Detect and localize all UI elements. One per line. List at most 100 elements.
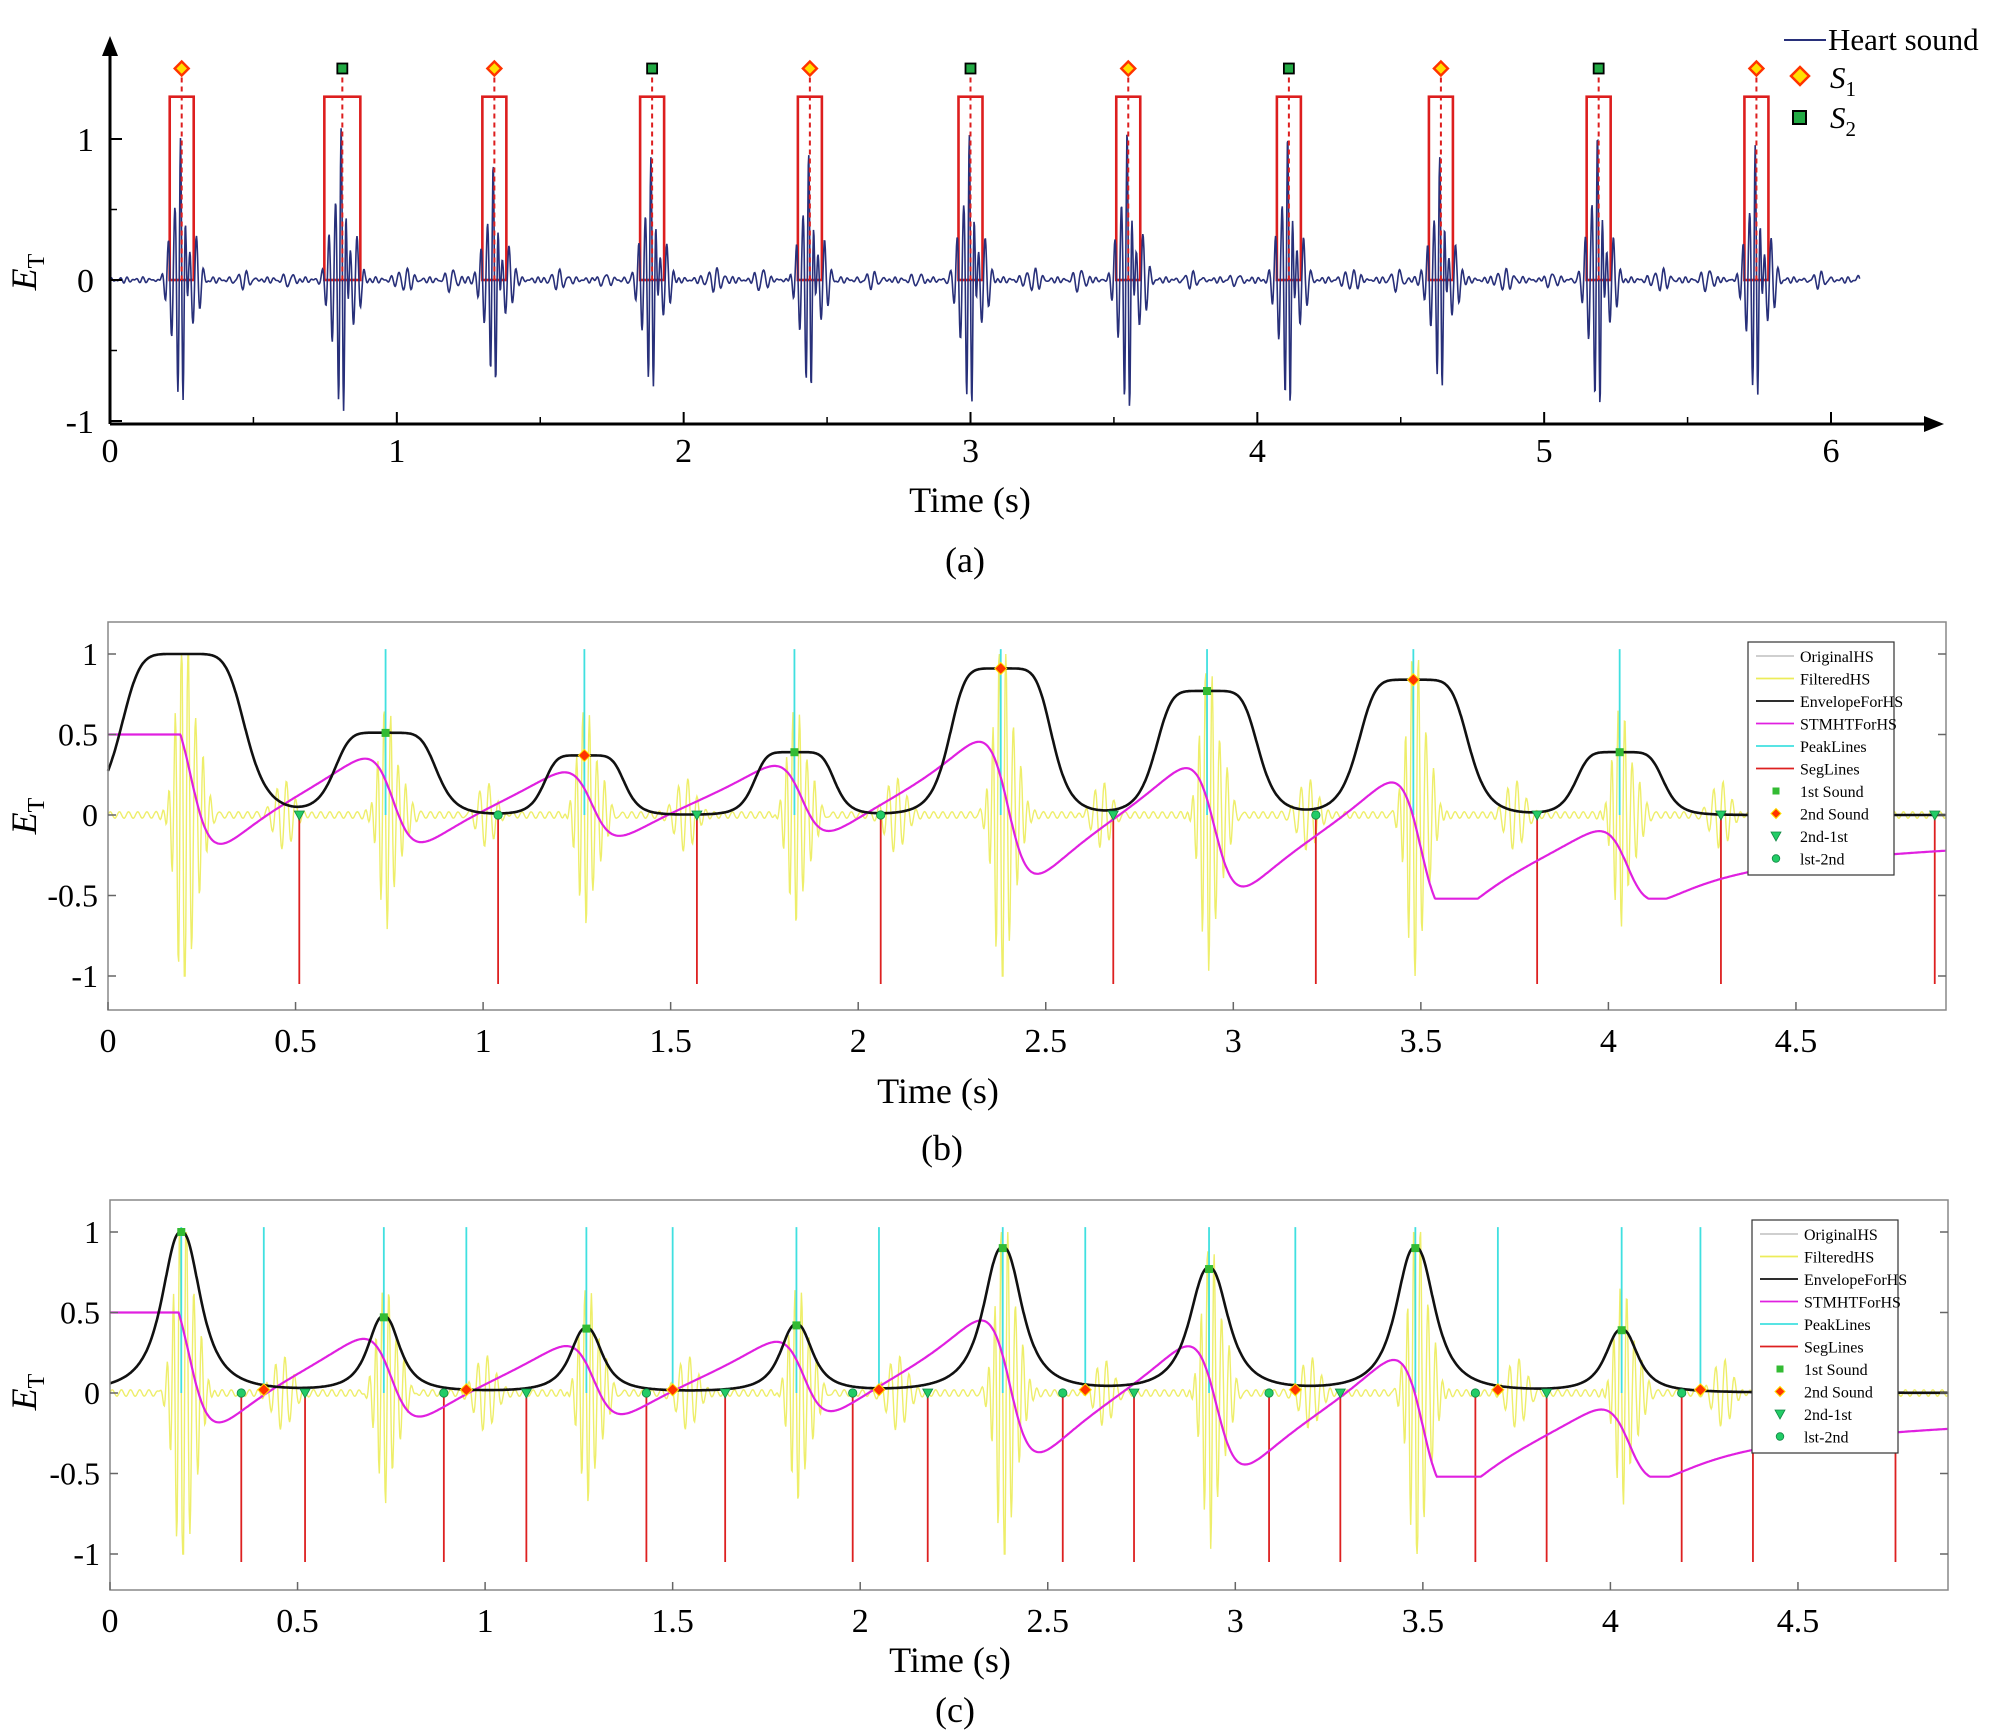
a-legend-s1-main: S (1830, 60, 1846, 95)
a-event-markers (173, 59, 1766, 78)
b-x-tick-label: 1.5 (649, 1023, 692, 1060)
a-heart-sound-signal (109, 128, 1861, 411)
b-2nd-1st-marker (1107, 810, 1119, 821)
a-axes (102, 36, 1944, 432)
panel-b-frame (107, 621, 1947, 1011)
c-second-sound-marker (1491, 1383, 1505, 1397)
b-lst-2nd-marker (493, 810, 503, 820)
panel-a-background (110, 40, 1940, 425)
b-x-tick-label: 1 (475, 1023, 492, 1060)
c-lst-2nd-marker (236, 1388, 246, 1398)
a-x-tick-label: 4 (1249, 433, 1266, 470)
a-y-tick-label: 1 (77, 122, 94, 159)
c-legend-label: SegLines (1804, 1340, 1864, 1357)
b-x-tick-label: 3 (1225, 1023, 1242, 1060)
c-legend-label: 1st Sound (1804, 1362, 1868, 1379)
b-x-tick-label: 0 (100, 1023, 117, 1060)
b-filtered-hs (107, 653, 1947, 977)
s1-marker (1432, 59, 1450, 78)
b-second-sound-marker (577, 748, 592, 763)
b-legend-label: SegLines (1800, 762, 1860, 779)
b-y-label-main: E (4, 812, 44, 835)
a-x-axis-arrow (1924, 416, 1944, 432)
b-y-label-sub: T (24, 797, 50, 812)
b-legend-swatch (1772, 787, 1780, 795)
c-x-tick-label: 4 (1602, 1603, 1619, 1640)
a-heart-sound-line (109, 128, 1861, 411)
b-first-sound-marker (790, 748, 799, 757)
c-legend-label: STMHTForHS (1804, 1295, 1901, 1312)
b-lst-2nd-marker (1311, 810, 1321, 820)
c-y-ticks: -1 -0.5 0 0.5 1 (49, 1214, 1948, 1572)
a-x-tick-label: 6 (1823, 433, 1840, 470)
c-2nd-1st-marker (1540, 1388, 1553, 1399)
panel-b: 0 0.5 1 1.5 2 2.5 3 3.5 4 4.5 -1 -0.5 0 0.5 1 Time (s… (4, 621, 1947, 1168)
b-caption: (b) (921, 1128, 963, 1168)
c-markers (177, 1228, 1708, 1399)
c-second-sound-marker (257, 1383, 271, 1397)
b-legend-label: FilteredHS (1800, 672, 1870, 689)
b-envelope-line (106, 652, 1946, 817)
s1-marker (485, 59, 504, 78)
s1-marker (1747, 59, 1766, 78)
panel-b-plot-area (108, 622, 1946, 1010)
c-2nd-1st-marker (719, 1388, 731, 1399)
b-legend-swatch (1770, 831, 1782, 842)
c-second-sound-marker (872, 1383, 886, 1397)
b-x-ticks: 0 0.5 1 1.5 2 2.5 3 3.5 4 4.5 (100, 1002, 1818, 1060)
b-first-sound-marker (1203, 687, 1212, 696)
c-first-sound-marker (379, 1313, 388, 1322)
c-legend-label: PeakLines (1804, 1317, 1871, 1334)
b-x-label: Time (s) (877, 1071, 999, 1111)
b-legend-label: OriginalHS (1800, 649, 1874, 666)
c-legend-label: FilteredHS (1804, 1250, 1874, 1267)
b-y-tick-label: 0 (82, 797, 98, 833)
a-caption: (a) (945, 540, 985, 580)
c-x-tick-label: 3.5 (1402, 1603, 1445, 1640)
c-first-sound-marker (177, 1228, 186, 1236)
b-legend: OriginalHS FilteredHS EnvelopeForHS STMHTFo… (1747, 641, 1903, 876)
b-x-tick-label: 4.5 (1775, 1023, 1818, 1060)
b-first-sound-marker (1615, 748, 1624, 757)
c-lst-2nd-marker (439, 1388, 449, 1398)
c-first-sound-marker (792, 1321, 801, 1330)
s1-marker (1119, 59, 1137, 78)
c-y-tick-label: 1 (84, 1214, 100, 1250)
b-legend-label: PeakLines (1800, 739, 1867, 756)
c-peak-lines (180, 1227, 1702, 1393)
c-legend-box (1751, 1219, 1899, 1454)
b-envelope-curve (106, 652, 1946, 817)
c-legend-label: EnvelopeForHS (1804, 1272, 1907, 1289)
a-legend-label-heart-sound: Heart sound (1828, 22, 1979, 57)
a-x-tick-label: 5 (1536, 433, 1553, 470)
c-y-tick-label: 0.5 (60, 1295, 100, 1331)
b-legend-label: 1st Sound (1800, 784, 1864, 801)
c-x-tick-label: 1 (477, 1603, 494, 1640)
c-x-tick-label: 2 (852, 1603, 869, 1640)
c-legend: OriginalHS FilteredHS EnvelopeForHS STMHTFo… (1751, 1219, 1907, 1454)
b-x-tick-label: 2 (850, 1023, 867, 1060)
c-first-sound-marker (582, 1324, 591, 1333)
b-second-sound-marker (1406, 673, 1421, 687)
c-envelope-curve (109, 1230, 1948, 1395)
a-legend-label-s1: S1 (1830, 60, 1856, 101)
b-lst-2nd-marker (876, 810, 886, 820)
b-x-tick-label: 2.5 (1025, 1023, 1068, 1060)
a-legend-label-s2: S2 (1830, 100, 1856, 141)
c-y-label-sub: T (24, 1373, 50, 1388)
s1-marker (173, 59, 191, 78)
a-y-tick-label: 0 (77, 263, 94, 300)
b-stmht-line (108, 733, 1946, 900)
s2-marker (336, 62, 349, 75)
b-y-label: ET (4, 797, 50, 835)
c-legend-swatch (1775, 1432, 1785, 1441)
a-legend-marker-s1 (1789, 65, 1811, 87)
c-x-label: Time (s) (889, 1640, 1011, 1680)
b-x-tick-label: 4 (1600, 1023, 1617, 1060)
a-y-ticks: -1 0 1 (66, 122, 122, 441)
c-lst-2nd-marker (848, 1388, 858, 1398)
c-legend-swatch (1774, 1385, 1786, 1398)
c-second-sound-marker (665, 1383, 680, 1397)
c-y-tick-label: -0.5 (49, 1456, 100, 1492)
